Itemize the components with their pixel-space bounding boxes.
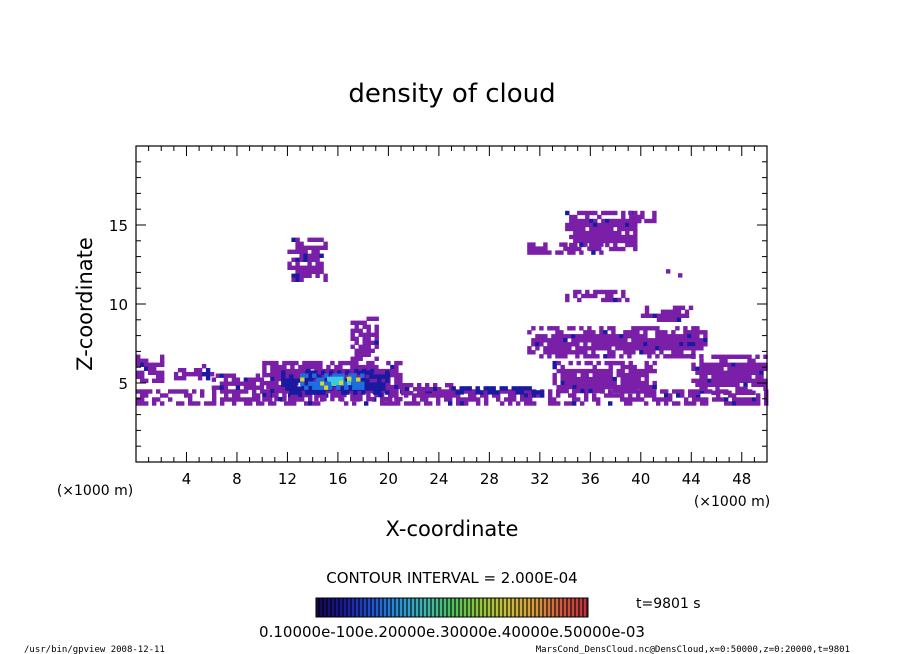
y-axis-label: Z-coordinate <box>73 237 97 371</box>
plot-frame <box>135 145 768 463</box>
cloud-region-9 <box>287 237 328 282</box>
x-tick-label: 12 <box>278 470 297 488</box>
cloud-region-8 <box>350 316 379 361</box>
chart-title: density of cloud <box>348 79 555 109</box>
y-tick-label: 10 <box>109 296 128 314</box>
x-tick-label: 44 <box>682 470 701 488</box>
x-tick-label: 48 <box>732 470 751 488</box>
x-tick-label: 36 <box>581 470 600 488</box>
x-axis-unit-label: (×1000 m) <box>694 494 770 510</box>
colorbar-frame <box>315 597 589 618</box>
cloud-region-14 <box>640 305 694 322</box>
x-axis-label: X-coordinate <box>386 517 519 541</box>
x-tick-label: 28 <box>480 470 499 488</box>
cloud-region-18 <box>527 242 604 255</box>
cloud-region-11 <box>451 386 544 395</box>
cloud-region-10 <box>401 383 454 396</box>
colorbar <box>316 598 589 617</box>
contour-interval-label: CONTOUR INTERVAL = 2.000E-04 <box>326 569 577 587</box>
cloud-density-field <box>136 210 769 406</box>
x-tick-label: 8 <box>232 470 242 488</box>
cloud-region-13 <box>565 289 630 303</box>
y-tick-label: 15 <box>109 217 128 235</box>
cloud-region-2 <box>173 364 215 381</box>
x-tick-label: 16 <box>328 470 347 488</box>
x-tick-label: 32 <box>530 470 549 488</box>
x-tick-label: 4 <box>182 470 192 488</box>
cloud-region-15 <box>552 360 657 394</box>
x-tick-label: 40 <box>631 470 650 488</box>
x-tick-label: 20 <box>379 470 398 488</box>
cloud-region-7 <box>327 376 352 386</box>
cloud-region-20 <box>666 269 683 278</box>
time-label: t=9801 s <box>636 596 701 612</box>
footer-right: MarsCond_DensCloud.nc@DensCloud,x=0:5000… <box>536 645 850 654</box>
x-origin-unit-label: (×1000 m) <box>57 483 133 499</box>
cloud-region-1 <box>136 354 165 383</box>
colorbar-tick-labels: 0.10000e-100e.20000e.30000e.40000e.50000… <box>259 623 645 641</box>
footer-left: /usr/bin/gpview 2008-12-11 <box>24 645 165 654</box>
x-tick-label: 24 <box>429 470 448 488</box>
cloud-region-12 <box>527 326 708 359</box>
y-tick-label: 5 <box>118 375 128 393</box>
axis-ticks <box>136 146 767 462</box>
cloud-region-16 <box>691 354 768 395</box>
cloud-region-19 <box>628 210 657 224</box>
cloud-region-3 <box>211 373 265 390</box>
